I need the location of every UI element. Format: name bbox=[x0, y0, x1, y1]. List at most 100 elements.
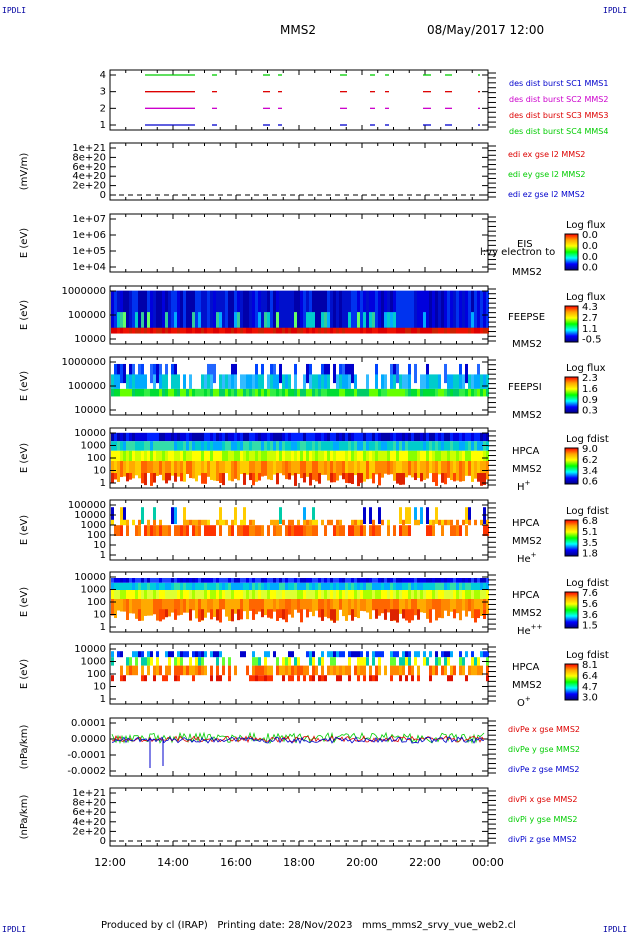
legend-entry: edi ex gse l2 MMS2 bbox=[508, 150, 585, 159]
spectrogram-cell bbox=[171, 599, 174, 613]
spectrogram-cell bbox=[486, 290, 489, 330]
spectrogram-cell bbox=[438, 450, 441, 461]
spectrogram-cell bbox=[306, 609, 309, 618]
spectrogram-cell bbox=[273, 525, 276, 536]
spectrogram-cell bbox=[330, 473, 333, 483]
spectrogram-cell bbox=[189, 657, 192, 666]
spectrogram-cell bbox=[129, 363, 132, 384]
spectrogram-cell bbox=[153, 507, 156, 524]
spectrogram-cell bbox=[144, 441, 147, 451]
spectrogram-cell bbox=[279, 578, 282, 583]
spectrogram-cell bbox=[462, 290, 465, 330]
spectrogram-cell bbox=[447, 590, 450, 599]
panel-label: MMS2 bbox=[512, 339, 542, 350]
spectrogram-cell bbox=[432, 374, 435, 389]
spectrogram-cell bbox=[114, 450, 117, 461]
spectrogram-cell bbox=[333, 582, 336, 590]
spectrogram-cell bbox=[327, 590, 330, 599]
spectrogram-cell bbox=[141, 675, 144, 682]
spectrogram-cell bbox=[306, 290, 309, 330]
spectrogram-cell bbox=[111, 675, 114, 682]
spectrogram-cell bbox=[168, 441, 171, 451]
spectrogram-cell bbox=[246, 461, 249, 475]
spectrogram-cell bbox=[483, 473, 486, 486]
spectrogram-cell bbox=[174, 675, 177, 682]
spectrogram-cell bbox=[195, 651, 198, 658]
spectrogram-cell bbox=[207, 461, 210, 477]
spectrogram-cell bbox=[450, 461, 453, 481]
panel-label: MMS2 bbox=[512, 608, 542, 619]
spectrogram-cell bbox=[234, 374, 237, 389]
spectrogram-cell bbox=[435, 473, 438, 486]
spectrogram-cell bbox=[408, 590, 411, 599]
spectrogram-cell bbox=[213, 327, 216, 334]
spectrogram-cell bbox=[276, 473, 279, 485]
colorbar-tick: 2.3 bbox=[582, 373, 598, 384]
legend-entry: divPi x gse MMS2 bbox=[508, 795, 577, 804]
spectrogram-cell bbox=[231, 461, 234, 482]
spectrogram-cell bbox=[243, 441, 246, 451]
spectrogram-cell bbox=[381, 599, 384, 614]
spectrogram-cell bbox=[411, 599, 414, 614]
spectrogram-cell bbox=[216, 609, 219, 621]
spectrogram-cell bbox=[372, 599, 375, 611]
spectrogram-cell bbox=[264, 461, 267, 476]
spectrogram-cell bbox=[447, 519, 450, 526]
spectrogram-cell bbox=[198, 432, 201, 442]
spectrogram-cell bbox=[186, 578, 189, 583]
spectrogram-cell bbox=[471, 599, 474, 619]
spectrogram-cell bbox=[345, 578, 348, 583]
spectrogram-cell bbox=[414, 582, 417, 590]
spectrogram-cell bbox=[252, 388, 255, 397]
spectrogram-cell bbox=[240, 290, 243, 330]
colorbar bbox=[564, 591, 579, 629]
spectrogram-cell bbox=[276, 609, 279, 621]
colorbar bbox=[564, 663, 579, 701]
spectrogram-cell bbox=[150, 651, 153, 658]
footer-text: Produced by cl (IRAP) Printing date: 28/… bbox=[101, 920, 516, 931]
spectrogram-cell bbox=[279, 582, 282, 590]
spectrogram-cell bbox=[468, 388, 471, 397]
spectrogram-cell bbox=[483, 590, 486, 599]
spectrogram-cell bbox=[390, 450, 393, 461]
spectrogram-cell bbox=[111, 578, 114, 583]
spectrogram-cell bbox=[390, 388, 393, 397]
spectrogram-cell bbox=[153, 432, 156, 442]
spectrogram-cell bbox=[303, 374, 306, 389]
spectrogram-cell bbox=[384, 609, 387, 620]
spectrogram-cell bbox=[276, 665, 279, 676]
y-tick-label: 1000000 bbox=[61, 286, 106, 297]
spectrogram-cell bbox=[153, 327, 156, 334]
spectrogram-cell bbox=[345, 363, 348, 384]
spectrogram-cell bbox=[255, 582, 258, 590]
y-axis-label: E (eV) bbox=[19, 371, 30, 401]
spectrogram-cell bbox=[420, 290, 423, 330]
spectrogram-cell bbox=[471, 657, 474, 666]
spectrogram-cell bbox=[120, 525, 123, 536]
spectrogram-cell bbox=[258, 441, 261, 451]
spectrogram-cell bbox=[474, 582, 477, 590]
spectrogram-cell bbox=[480, 590, 483, 599]
spectrogram-cell bbox=[117, 363, 120, 384]
spectrogram-cell bbox=[366, 441, 369, 451]
spectrogram-cell bbox=[300, 450, 303, 461]
spectrogram-cell bbox=[198, 441, 201, 451]
spectrogram-cell bbox=[243, 590, 246, 599]
spectrogram-cell bbox=[228, 590, 231, 599]
spectrogram-cell bbox=[405, 388, 408, 397]
spectrogram-cell bbox=[216, 519, 219, 526]
spectrogram-cell bbox=[336, 290, 339, 330]
spectrogram-cell bbox=[465, 599, 468, 617]
spectrogram-cell bbox=[264, 665, 267, 676]
spectrogram-cell bbox=[285, 657, 288, 666]
y-tick-label: 100000 bbox=[68, 310, 106, 321]
spectrogram-cell bbox=[201, 665, 204, 676]
spectrogram-cell bbox=[450, 582, 453, 590]
spectrogram-cell bbox=[363, 507, 366, 524]
spectrogram-cell bbox=[183, 450, 186, 461]
spectrogram-cell bbox=[237, 441, 240, 451]
spectrogram-cell bbox=[261, 599, 264, 615]
spectrogram-cell bbox=[363, 582, 366, 590]
spectrogram-cell bbox=[267, 441, 270, 451]
spectrogram-cell bbox=[387, 590, 390, 599]
